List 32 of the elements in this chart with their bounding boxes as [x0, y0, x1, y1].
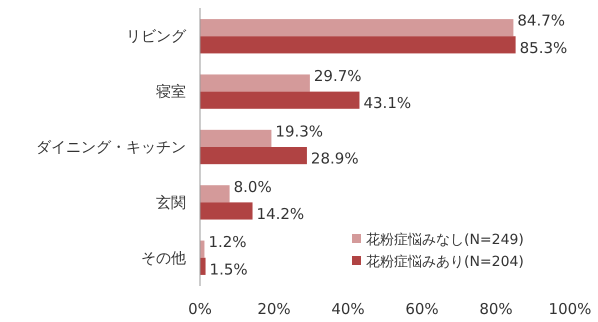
legend-label: 花粉症悩みなし(N=249) [366, 232, 524, 248]
y-tick-label: 玄関 [156, 193, 186, 212]
data-label: 43.1% [363, 94, 412, 112]
y-tick-label: ダイニング・キッチン [36, 138, 186, 156]
x-tick-label: 40% [331, 300, 365, 318]
x-tick-label: 60% [405, 300, 439, 318]
x-tick-label: 80% [479, 300, 513, 318]
bar [200, 36, 516, 54]
bar [200, 202, 253, 220]
x-tick-label: 0% [188, 300, 212, 318]
y-tick-label: その他 [141, 248, 186, 267]
y-tick-label: リビング [126, 27, 187, 46]
legend-label: 花粉症悩みあり(N=204) [366, 254, 524, 270]
x-tick-label: 20% [257, 300, 291, 318]
bar [200, 74, 310, 92]
data-label: 14.2% [256, 204, 304, 223]
data-label: 84.7% [517, 12, 566, 30]
bar [200, 130, 272, 147]
bar [200, 19, 514, 36]
data-label: 85.3% [520, 38, 568, 57]
x-tick-label: 100% [548, 300, 592, 318]
data-label: 8.0% [234, 178, 272, 196]
bar [200, 147, 307, 164]
data-label: 1.5% [210, 260, 248, 278]
y-tick-label: 寝室 [156, 82, 186, 101]
data-label: 19.3% [275, 122, 324, 140]
bar [200, 92, 360, 109]
bar [200, 240, 204, 258]
data-label: 1.2% [208, 233, 247, 252]
data-label: 28.9% [310, 150, 359, 168]
data-label: 29.7% [314, 67, 362, 86]
bar [200, 185, 230, 202]
